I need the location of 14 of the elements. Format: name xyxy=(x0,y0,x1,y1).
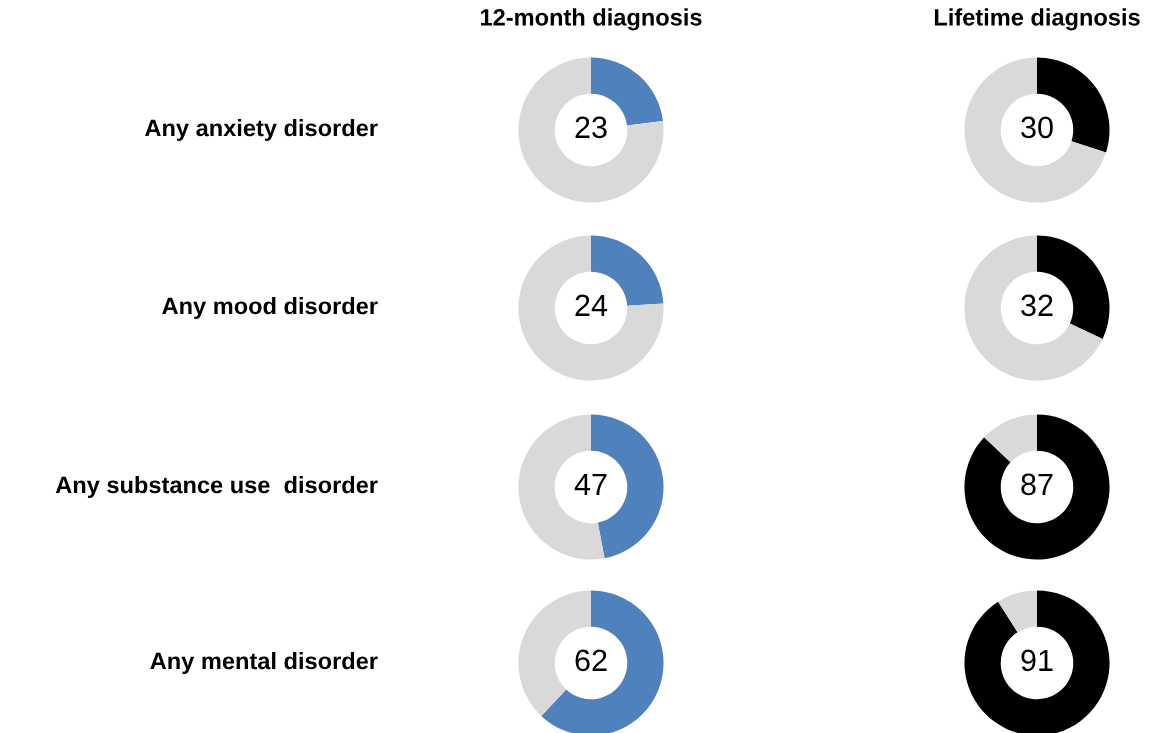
chart-title: Lifetime diagnosis xyxy=(934,8,1140,31)
data-label: 47 xyxy=(574,473,607,495)
data-label: 24 xyxy=(575,294,608,316)
data-label: 62 xyxy=(575,649,607,672)
data-label: 23 xyxy=(575,116,607,139)
text: Any anxiety disorder xyxy=(145,119,378,141)
data-label: 87 xyxy=(1021,473,1053,496)
data-label: 30 xyxy=(1021,116,1053,139)
text: Any mood disorder xyxy=(162,296,378,319)
chart-title: 12-month diagnosis xyxy=(480,8,702,31)
text: Any substance use disorder xyxy=(55,475,378,498)
text: Any mental disorder xyxy=(150,651,378,675)
data-label: 32 xyxy=(1021,294,1053,317)
data-label: 91 xyxy=(1021,649,1053,672)
